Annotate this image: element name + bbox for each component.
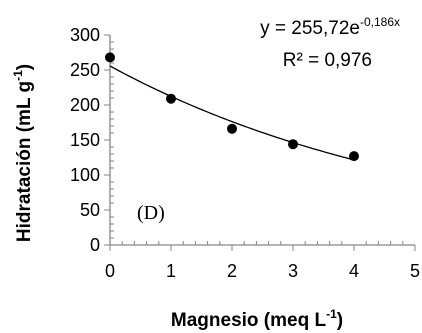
axes — [104, 34, 416, 251]
y-tick-label: 0 — [90, 235, 100, 255]
y-axis-title: Hidratación (mL g-1) — [11, 64, 35, 242]
y-tick-label: 50 — [80, 200, 100, 220]
trendline-exponent: -0,186x — [360, 15, 400, 29]
x-tick-label: 3 — [288, 261, 298, 281]
data-point — [166, 93, 176, 104]
data-point — [105, 52, 115, 63]
y-tick-label: 300 — [70, 25, 100, 45]
data-point — [227, 123, 237, 134]
x-tick-label: 5 — [410, 261, 420, 281]
panel-label: (D) — [137, 202, 165, 224]
x-tick-label: 2 — [227, 261, 237, 281]
x-tick-label: 0 — [105, 261, 115, 281]
x-tick-label: 1 — [166, 261, 176, 281]
y-tick-label: 250 — [70, 60, 100, 80]
trendline — [109, 65, 355, 161]
y-tick-label: 100 — [70, 165, 100, 185]
y-tick-label: 150 — [70, 130, 100, 150]
trendline-group — [109, 65, 355, 161]
data-point — [288, 139, 298, 150]
x-tick-label: 4 — [349, 261, 359, 281]
trendline-r2: R² = 0,976 — [283, 50, 372, 71]
data-point — [349, 151, 359, 162]
trendline-equation: y = 255,72e-0,186x — [260, 15, 400, 39]
tick-labels: 0 50 100 150 200 250 300 0 1 2 3 4 5 — [70, 25, 420, 281]
x-axis-title: Magnesio (meq L-1) — [171, 307, 343, 331]
y-tick-label: 200 — [70, 95, 100, 115]
data-points — [105, 52, 359, 162]
